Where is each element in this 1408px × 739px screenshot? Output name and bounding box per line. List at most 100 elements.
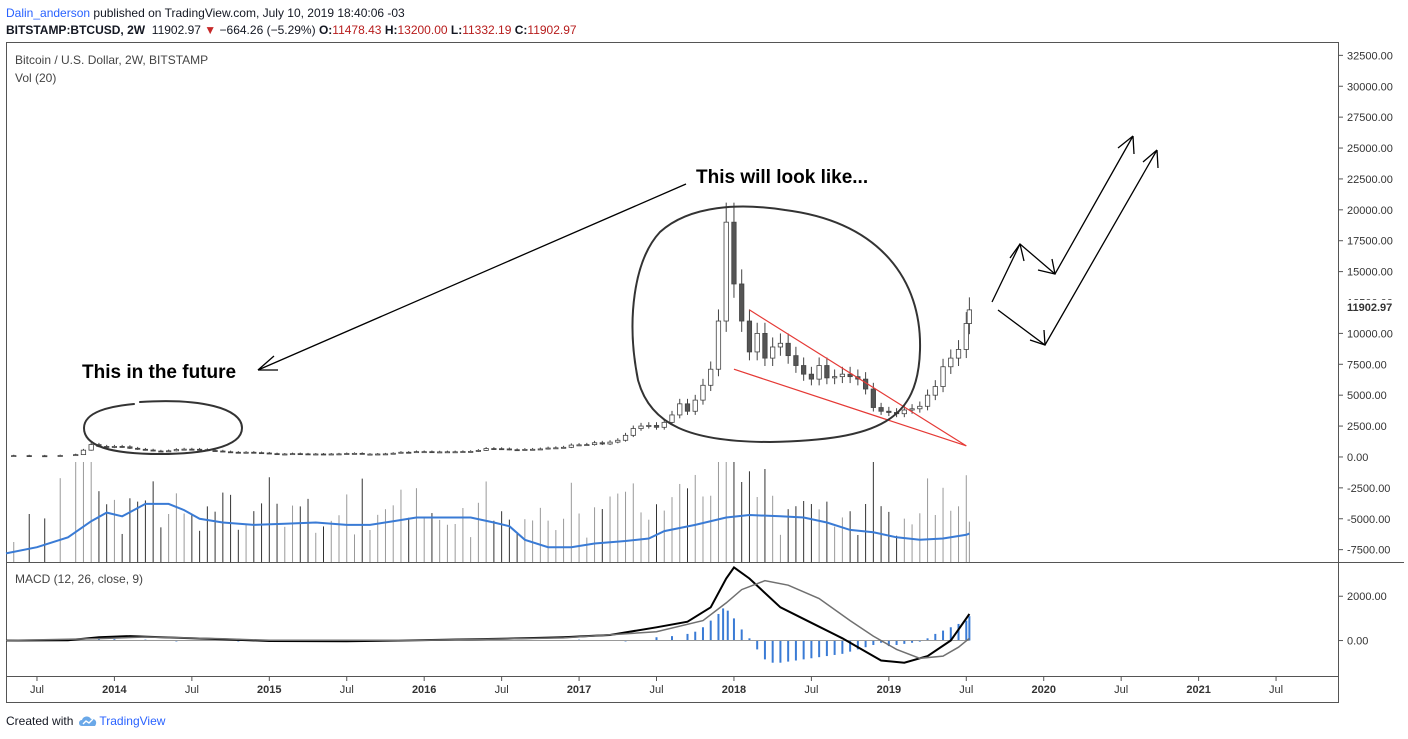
price-change: −664.26 (−5.29%) <box>219 23 316 37</box>
candle-body <box>762 332 768 359</box>
candle-body <box>166 450 172 453</box>
candle-body <box>630 428 636 436</box>
candle-body <box>42 455 48 458</box>
low-value: 11332.19 <box>462 23 512 37</box>
candle-body <box>940 366 946 387</box>
candle-body <box>104 446 110 448</box>
candle-body <box>560 446 567 449</box>
candle-body <box>553 447 559 450</box>
tradingview-label: TradingView <box>99 714 166 728</box>
lower-trough-head <box>1029 329 1046 346</box>
time-tick-label: Jul <box>185 684 199 696</box>
candle-body <box>591 442 598 446</box>
candle-body <box>832 376 838 379</box>
candle-body <box>646 425 652 427</box>
candle-body <box>700 384 706 401</box>
candle-body <box>57 455 63 457</box>
wedge-lower-line <box>733 368 967 447</box>
price-tick-label: -5000.00 <box>1347 514 1390 526</box>
candle-body <box>483 448 489 451</box>
candle-body <box>948 357 954 368</box>
candle-body <box>421 451 427 454</box>
candle-body <box>909 408 915 411</box>
close-value: 11902.97 <box>527 23 577 37</box>
last-price-marker: 11902.97 <box>1339 300 1395 315</box>
candle-body <box>305 453 311 456</box>
price-tick-label: 25000.00 <box>1347 143 1393 155</box>
candle-body <box>514 449 520 452</box>
price-tick-label: 27500.00 <box>1347 112 1393 124</box>
price-tick-label: 7500.00 <box>1347 359 1387 371</box>
candle-body <box>437 451 443 454</box>
time-tick-label: Jul <box>495 684 509 696</box>
price-tick-label: 10000.00 <box>1347 328 1393 340</box>
candle-body <box>576 444 582 447</box>
high-label: H: <box>384 23 398 37</box>
candle-body <box>243 451 249 454</box>
author-link[interactable]: Dalin_anderson <box>6 6 91 20</box>
last-price: 11902.97 <box>151 23 201 37</box>
candle-body <box>824 365 830 379</box>
candle-body <box>235 451 241 454</box>
time-tick-label: 2019 <box>877 684 901 696</box>
candle-body <box>158 450 164 453</box>
candle-body <box>684 403 691 412</box>
projection-path-upper <box>991 135 1134 303</box>
candle-body <box>816 365 822 380</box>
candle-body <box>801 365 807 375</box>
time-tick-label: Jul <box>804 684 818 696</box>
candle-body <box>917 405 923 410</box>
candle-body <box>390 452 396 455</box>
candle-body <box>661 421 667 428</box>
time-tick-label: 2015 <box>257 684 281 696</box>
candle-body <box>475 450 481 452</box>
candle-body <box>739 283 745 322</box>
candle-body <box>932 386 938 396</box>
candle-body <box>530 448 536 451</box>
price-tick-label: 5000.00 <box>1347 390 1387 402</box>
publish-header: Dalin_anderson published on TradingView.… <box>6 5 405 21</box>
candle-body <box>297 453 303 456</box>
candle-body <box>127 446 133 449</box>
candle-body <box>870 388 876 408</box>
time-tick-label: Jul <box>649 684 663 696</box>
volume-ma-line <box>5 502 970 555</box>
time-tick-label: 2017 <box>567 684 591 696</box>
footer: Created with TradingView <box>6 714 165 728</box>
candle-body <box>607 441 613 445</box>
candle-body <box>119 446 125 448</box>
candle-body <box>669 414 675 423</box>
candle-body <box>878 407 884 412</box>
candle-body <box>708 368 714 386</box>
candle-body <box>73 454 79 457</box>
tradingview-brand[interactable]: TradingView <box>77 714 165 728</box>
candle-body <box>173 449 179 452</box>
candle-body <box>398 451 404 454</box>
candle-body <box>135 447 141 450</box>
price-tick-label: 2500.00 <box>1347 421 1387 433</box>
price-tick-label: 20000.00 <box>1347 205 1393 217</box>
candle-body <box>785 342 791 357</box>
candle-body <box>777 342 784 348</box>
candle-body <box>452 451 458 454</box>
candle-body <box>289 453 296 456</box>
time-tick-label: Jul <box>1269 684 1283 696</box>
ellipse-2014 <box>82 400 244 456</box>
cloud-icon <box>79 716 97 726</box>
candle-body <box>429 451 435 454</box>
candle-body <box>11 455 17 458</box>
candle-body <box>901 409 907 415</box>
candle-body <box>955 349 962 359</box>
candle-body <box>715 320 722 370</box>
candle-body <box>924 394 931 407</box>
candle-body <box>653 425 660 428</box>
time-tick-label: 2018 <box>722 684 746 696</box>
candle-body <box>723 221 729 322</box>
candle-body <box>847 373 853 378</box>
candle-body <box>584 444 590 447</box>
candle-body <box>460 451 466 453</box>
drawing-annotations <box>82 205 922 456</box>
symbol-label: BITSTAMP:BTCUSD, 2W <box>6 23 146 37</box>
created-with-text: Created with <box>6 714 74 728</box>
